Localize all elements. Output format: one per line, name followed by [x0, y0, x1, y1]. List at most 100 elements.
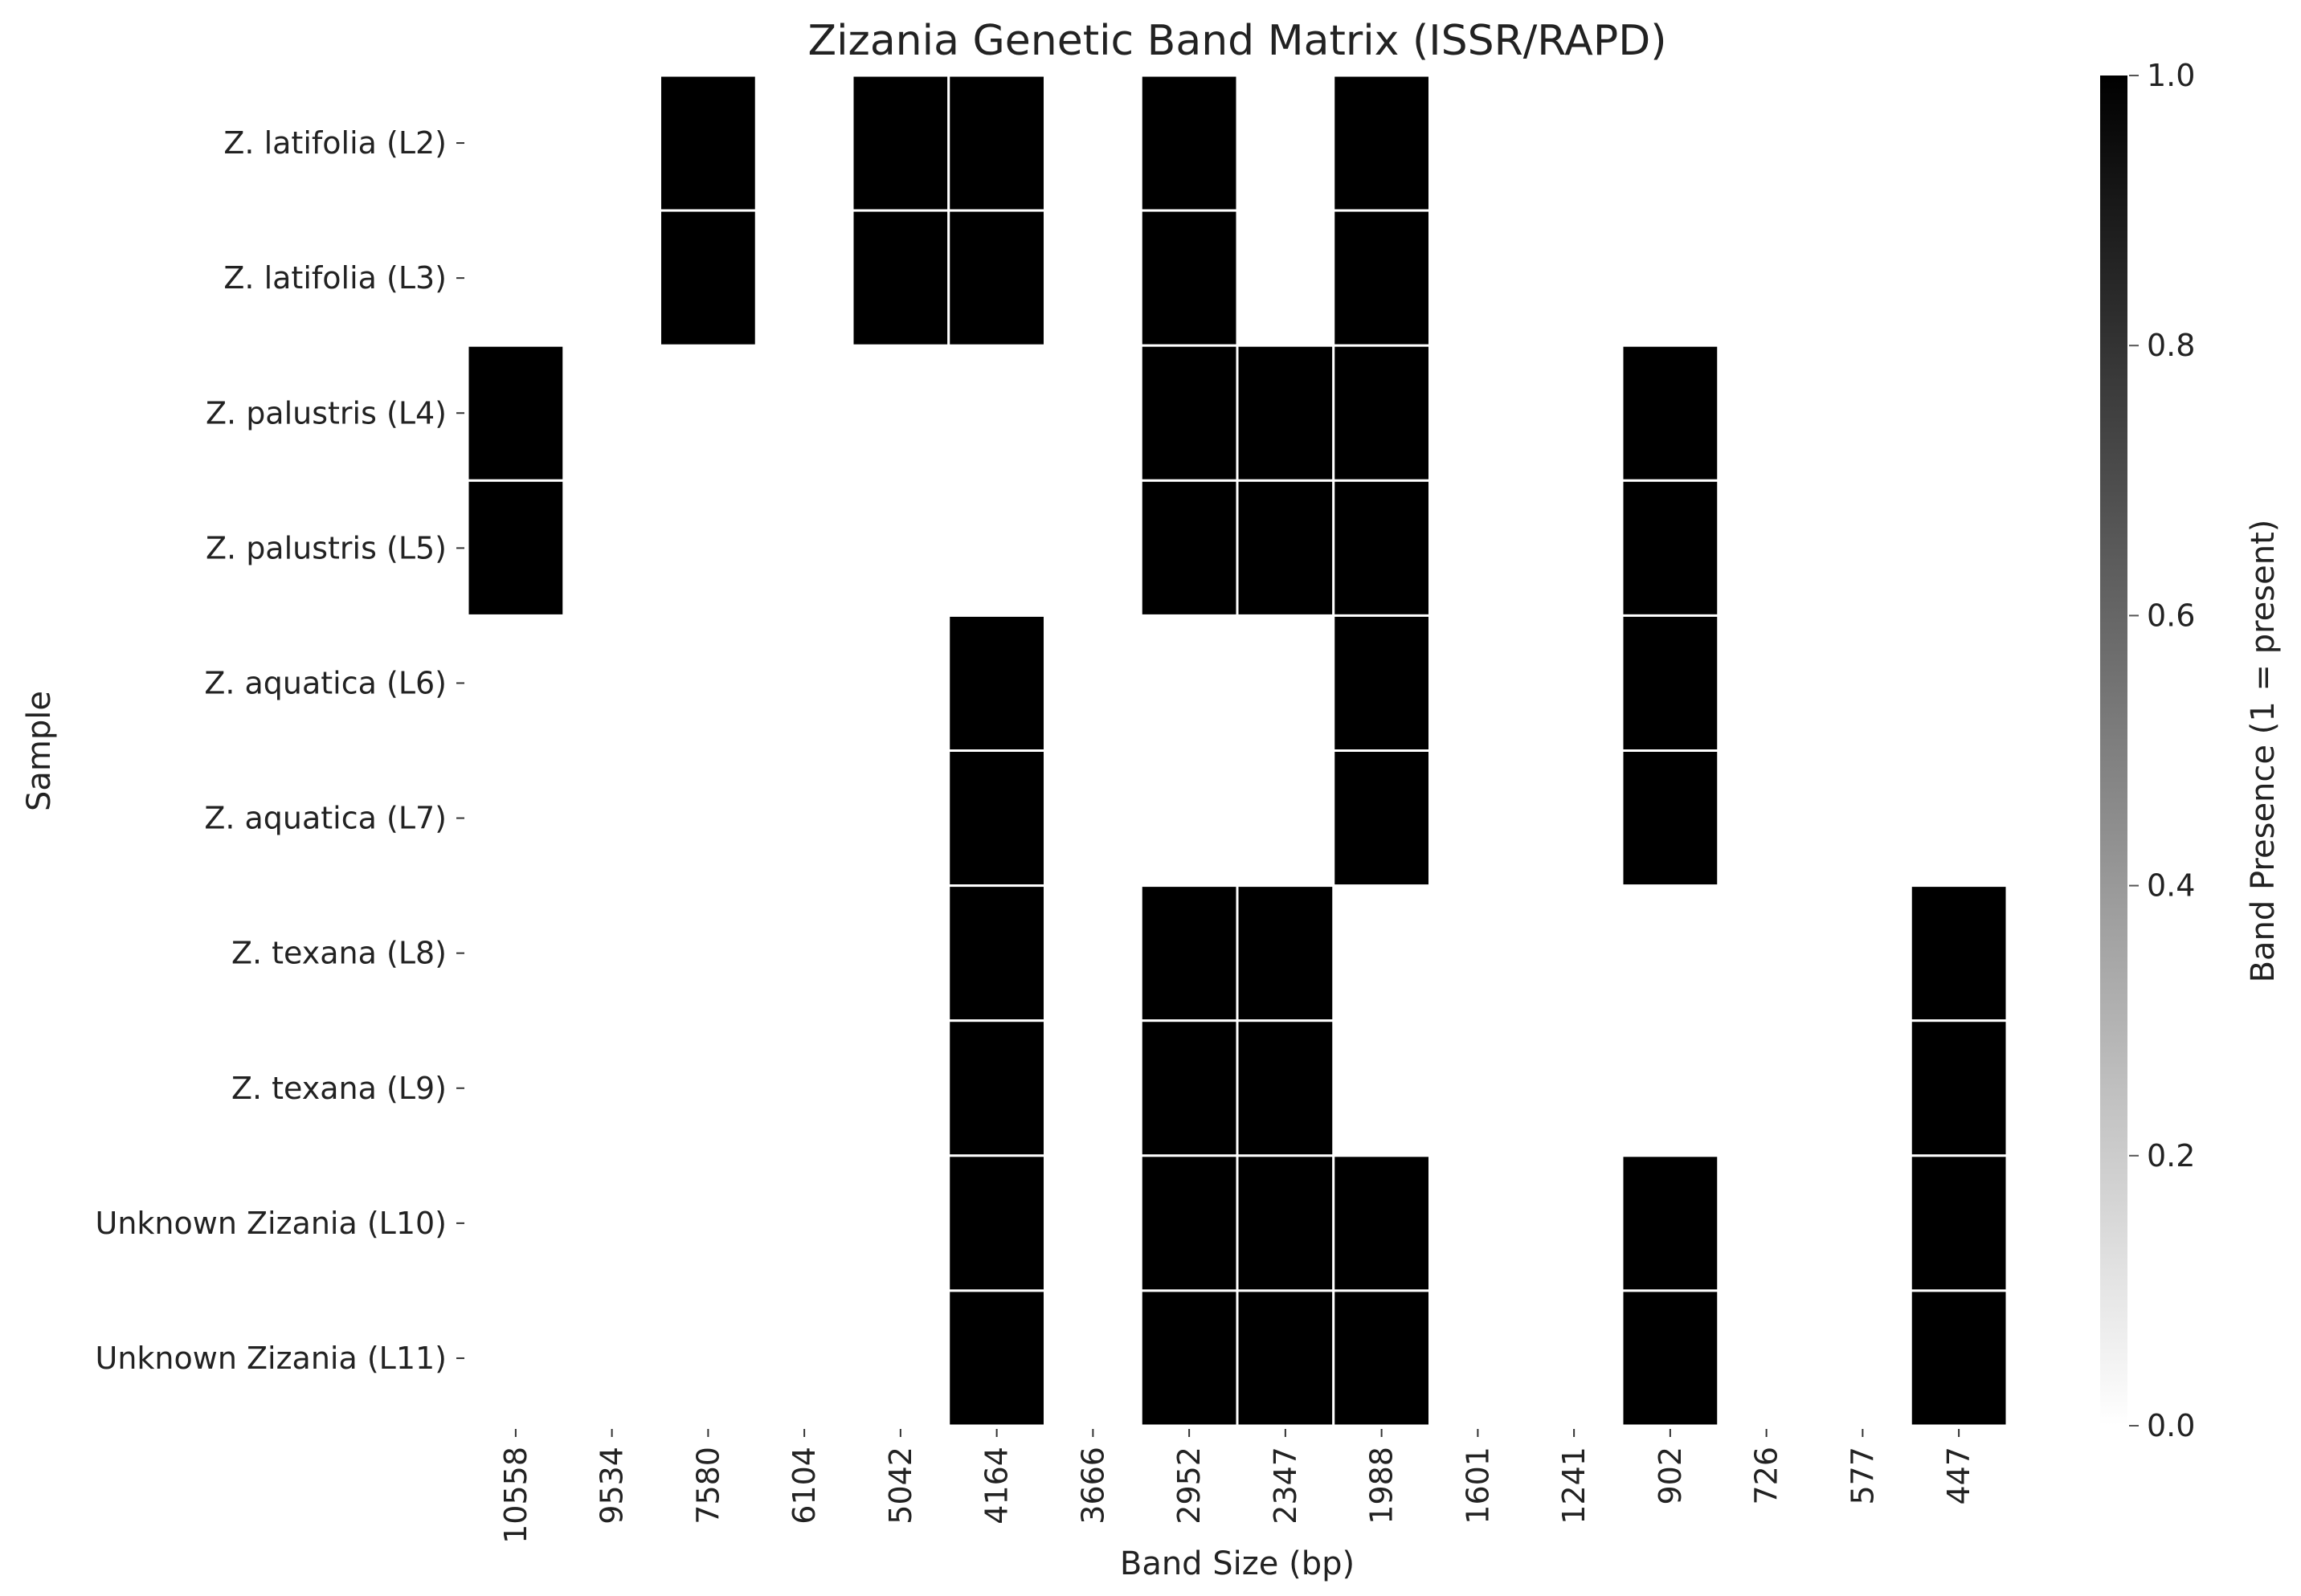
y-tick-label: Z. aquatica (L6) — [204, 665, 447, 700]
x-tick-label: 6104 — [787, 1447, 822, 1525]
heatmap-cell — [563, 1290, 660, 1426]
heatmap-cell — [947, 614, 1046, 753]
heatmap-cell — [1909, 1154, 2009, 1292]
heatmap-cell — [1236, 1289, 1335, 1427]
heatmap-cell — [756, 885, 852, 1021]
heatmap-cell — [1526, 1020, 1622, 1156]
heatmap-cell — [563, 480, 660, 616]
heatmap-cell — [948, 345, 1045, 481]
x-tick-label: 9534 — [595, 1447, 630, 1525]
heatmap-cell — [468, 210, 564, 346]
heatmap-cell — [852, 885, 949, 1021]
heatmap-cell — [1236, 479, 1335, 617]
heatmap-cell — [1621, 479, 1720, 617]
heatmap-cell — [1236, 1019, 1335, 1157]
heatmap-cell — [947, 74, 1046, 212]
heatmap-cell — [468, 615, 564, 751]
heatmap-cell — [1139, 344, 1239, 482]
heatmap-cell — [1622, 1020, 1719, 1156]
heatmap-cell — [1044, 1290, 1142, 1426]
heatmap-cell — [1044, 885, 1142, 1021]
heatmap-cell — [1044, 210, 1142, 346]
colorbar — [2100, 76, 2127, 1426]
heatmap-cell — [1718, 1290, 1815, 1426]
heatmap-cell — [1718, 615, 1815, 751]
heatmap-cell — [947, 209, 1046, 347]
y-tick-label: Z. palustris (L4) — [206, 395, 447, 431]
heatmap-cell — [1139, 209, 1239, 347]
heatmap-cell — [1814, 345, 1911, 481]
colorbar-ticks: 0.0 0.2 0.4 0.6 0.8 1.0 — [2129, 58, 2195, 1443]
x-tick-label: 4164 — [979, 1447, 1015, 1525]
heatmap-cell — [1911, 750, 2007, 886]
heatmap-cell — [1526, 480, 1622, 616]
heatmap-cell — [1621, 749, 1720, 888]
heatmap-cell — [563, 750, 660, 886]
heatmap-cell — [1236, 884, 1335, 1023]
heatmap-cell — [1814, 480, 1911, 616]
heatmap-cell — [1139, 1289, 1239, 1427]
heatmap-cell — [852, 480, 949, 616]
heatmap-cell — [1429, 1155, 1527, 1291]
heatmap-cell — [660, 480, 757, 616]
heatmap-cell — [1622, 210, 1719, 346]
heatmap-cell — [1911, 615, 2007, 751]
y-tick-label: Z. aquatica (L7) — [204, 801, 447, 836]
heatmap-cell — [756, 750, 852, 886]
heatmap-cell — [1139, 1019, 1239, 1157]
heatmap-cell — [468, 76, 564, 211]
heatmap-cell — [1526, 750, 1622, 886]
heatmap-cell — [1332, 344, 1431, 482]
heatmap-cell — [660, 885, 757, 1021]
heatmap-cell — [947, 749, 1046, 888]
heatmap-cell — [1429, 615, 1527, 751]
heatmap-cell — [947, 1154, 1046, 1292]
heatmap-cell — [563, 210, 660, 346]
heatmap-cell — [1237, 615, 1334, 751]
x-tick-label: 1988 — [1364, 1447, 1400, 1525]
heatmap-cell — [1814, 1020, 1911, 1156]
heatmap-cell — [468, 1290, 564, 1426]
heatmap-cell — [1526, 1155, 1622, 1291]
heatmap-cell — [851, 74, 950, 212]
y-tick-label: Unknown Zizania (L11) — [96, 1341, 447, 1376]
heatmap-cell — [468, 1020, 564, 1156]
heatmap-cell — [947, 1289, 1046, 1427]
x-tick-label: 902 — [1653, 1447, 1688, 1505]
heatmap-cell — [1814, 1155, 1911, 1291]
heatmap-cell — [1814, 76, 1911, 211]
x-tick-label: 3666 — [1075, 1447, 1110, 1525]
x-tick-label: 577 — [1845, 1447, 1880, 1505]
heatmap-cell — [466, 344, 566, 482]
heatmap-cell — [1526, 1290, 1622, 1426]
x-tick-label: 10558 — [498, 1447, 533, 1544]
heatmap-cell — [1621, 1154, 1720, 1292]
heatmap-cell — [1236, 1154, 1335, 1292]
colorbar-label: Band Presence (1 = present) — [2245, 520, 2282, 983]
heatmap-cell — [1621, 344, 1720, 482]
heatmap-cell — [466, 479, 566, 617]
heatmap-cell — [660, 1155, 757, 1291]
y-tick-label: Unknown Zizania (L10) — [96, 1206, 447, 1241]
heatmap-cell — [948, 480, 1045, 616]
heatmap-cell — [1622, 76, 1719, 211]
heatmap-cell — [1526, 615, 1622, 751]
heatmap-cell — [1621, 614, 1720, 753]
heatmap-cell — [468, 1155, 564, 1291]
heatmap-cell — [1429, 76, 1527, 211]
heatmap-cell — [1333, 885, 1430, 1021]
heatmap-cell — [1044, 345, 1142, 481]
heatmap-cell — [660, 1020, 757, 1156]
heatmap-cell — [1139, 479, 1239, 617]
heatmap-cell — [563, 1155, 660, 1291]
heatmap-cell — [1141, 750, 1237, 886]
heatmap-cell — [1814, 885, 1911, 1021]
heatmap-cell — [756, 1290, 852, 1426]
heatmap-cell — [1332, 1154, 1431, 1292]
heatmap-cell — [563, 345, 660, 481]
heatmap-cell — [660, 1290, 757, 1426]
x-tick-label: 5042 — [883, 1447, 918, 1525]
colorbar-tick-label: 1.0 — [2147, 58, 2195, 93]
heatmap-cell — [852, 750, 949, 886]
heatmap-cell — [1718, 885, 1815, 1021]
